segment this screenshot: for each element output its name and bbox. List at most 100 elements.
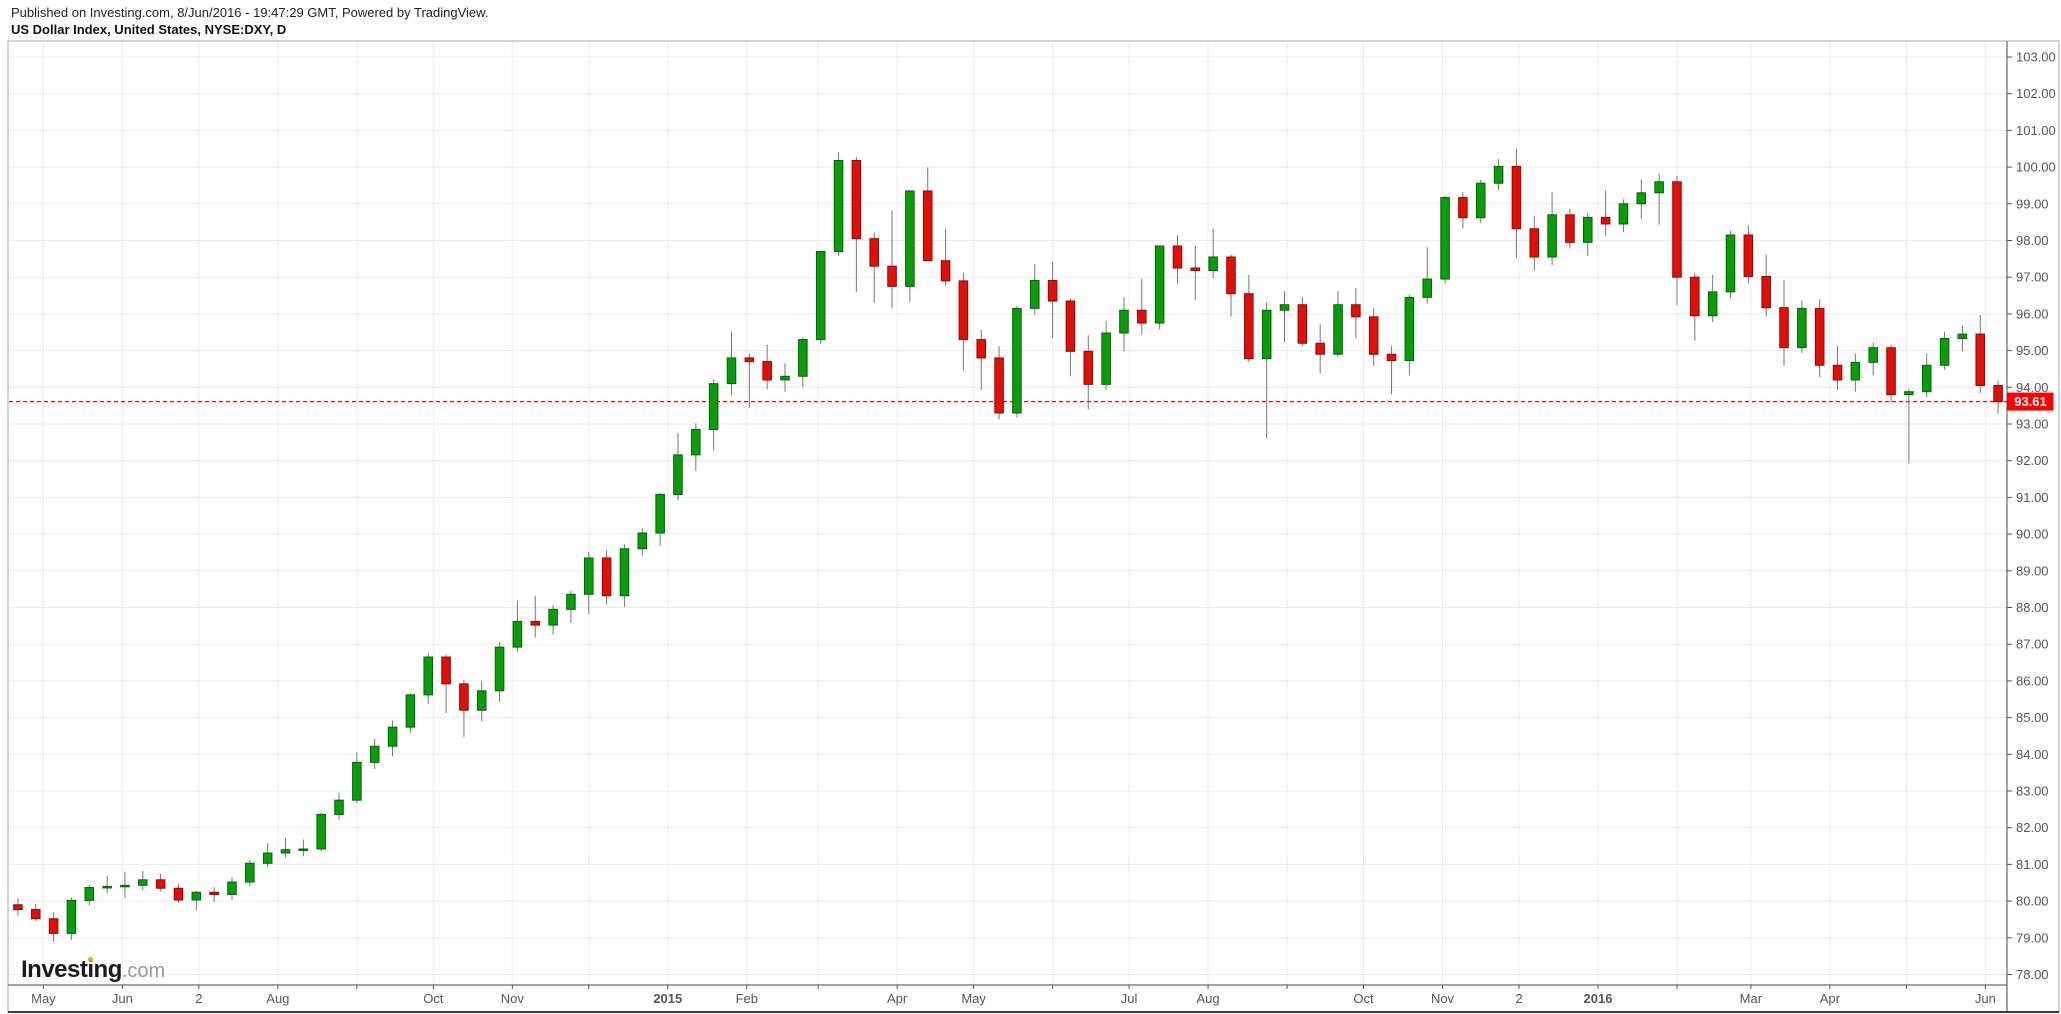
price-tick-label: 96.00 [2016, 306, 2049, 321]
time-tick-label: Jun [112, 991, 133, 1006]
time-tick-label: 2016 [1584, 991, 1613, 1006]
logo-orange-dot-icon [87, 957, 93, 962]
candle-down [1226, 256, 1236, 295]
price-tick-label: 99.00 [2016, 196, 2049, 211]
price-tick-label: 94.00 [2016, 380, 2049, 395]
candle-down [1172, 245, 1183, 269]
candle-up [1654, 181, 1664, 194]
candle-up [262, 852, 273, 864]
candle-up [815, 251, 826, 341]
publish-info: Published on Investing.com, 8/Jun/2016 -… [11, 5, 489, 20]
candle-down [940, 260, 951, 282]
candle-down [958, 280, 969, 341]
candle-down [994, 357, 1004, 414]
candle-up [833, 159, 844, 253]
time-tick-label: Nov [501, 991, 525, 1006]
price-axis: 103.00 102.00 101.00 100.00 99.00 98.00 97.00 9… [2006, 41, 2056, 1012]
candle-down [13, 904, 23, 911]
logo-suffix: .com [121, 960, 166, 982]
candle-up [1636, 192, 1647, 205]
candle-up [1012, 307, 1022, 414]
candle-up [102, 885, 112, 889]
candle-up [1707, 291, 1718, 317]
candle-up [1475, 182, 1486, 219]
candle-down [155, 879, 166, 889]
candle-down [851, 159, 862, 240]
candle-up [1868, 347, 1878, 363]
candle-up [387, 726, 398, 747]
candle-up [1582, 216, 1593, 243]
candle-up [1797, 307, 1807, 349]
price-tick-label: 86.00 [2016, 673, 2049, 688]
candle-up [191, 891, 202, 901]
candle-down [922, 190, 933, 262]
candle-down [1083, 350, 1094, 385]
candle-down [1600, 216, 1611, 225]
price-tick-label: 90.00 [2016, 527, 2049, 542]
candle-up [1261, 309, 1272, 360]
candle-down [173, 887, 184, 901]
time-tick-label: May [961, 991, 986, 1006]
time-tick-label: Mar [1740, 991, 1763, 1006]
candle-series[interactable] [13, 148, 2003, 942]
candle-down [1975, 333, 1986, 386]
price-tick-label: 82.00 [2016, 820, 2049, 835]
candle-up [280, 849, 291, 854]
candle-up [1493, 165, 1504, 184]
candle-up [566, 593, 576, 610]
candle-down [1743, 234, 1754, 277]
candle-up [1279, 304, 1290, 311]
price-tick-label: 88.00 [2016, 600, 2049, 615]
price-tick-label: 79.00 [2016, 930, 2049, 945]
time-tick-label: Apr [887, 991, 908, 1006]
time-tick-label: Oct [1353, 991, 1374, 1006]
candle-up [708, 383, 719, 431]
candle-up [780, 375, 790, 381]
candle-up [138, 879, 148, 886]
price-tick-label: 78.00 [2016, 967, 2049, 982]
candle-down [1814, 307, 1825, 366]
candle-up [1333, 304, 1343, 355]
candle-down [601, 557, 612, 597]
candle-down [1779, 307, 1789, 349]
price-tick-label: 85.00 [2016, 710, 2049, 725]
candle-down [1761, 275, 1771, 309]
candle-down [1065, 300, 1076, 352]
candle-up [673, 454, 683, 495]
candle-up [1725, 234, 1736, 293]
candle-up [476, 690, 487, 711]
candle-down [1297, 304, 1308, 344]
price-tick-label: 103.00 [2016, 50, 2056, 65]
time-tick-label: May [31, 991, 56, 1006]
candle-up [1101, 332, 1111, 385]
candle-down [1386, 353, 1397, 362]
time-tick-label: Aug [1196, 991, 1219, 1006]
chart-title: US Dollar Index, United States, NYSE:DXY… [11, 22, 287, 37]
candle-up [726, 357, 737, 385]
candle-up [1939, 337, 1950, 366]
last-price-label: 93.61 [2007, 392, 2054, 411]
time-tick-label: 2015 [653, 991, 682, 1006]
candle-down [1315, 342, 1325, 355]
candle-down [1351, 304, 1361, 318]
chart-header: Published on Investing.com, 8/Jun/2016 -… [11, 4, 488, 39]
svg-text:93.61: 93.61 [2014, 394, 2047, 409]
candle-up [691, 429, 701, 456]
price-tick-label: 91.00 [2016, 490, 2049, 505]
candle-up [1618, 203, 1629, 225]
time-tick-label: Jul [1121, 991, 1138, 1006]
price-tick-label: 102.00 [2016, 86, 2056, 101]
candle-up [334, 799, 344, 815]
candle-up [84, 887, 95, 901]
candle-up [1029, 280, 1040, 309]
candle-down [1886, 347, 1896, 396]
candle-down [30, 909, 41, 920]
candle-down [976, 339, 987, 359]
candle-down [1137, 309, 1147, 324]
candle-down [48, 918, 59, 934]
candle-down [1672, 181, 1682, 278]
candle-up [369, 745, 380, 763]
candle-up [798, 339, 808, 377]
